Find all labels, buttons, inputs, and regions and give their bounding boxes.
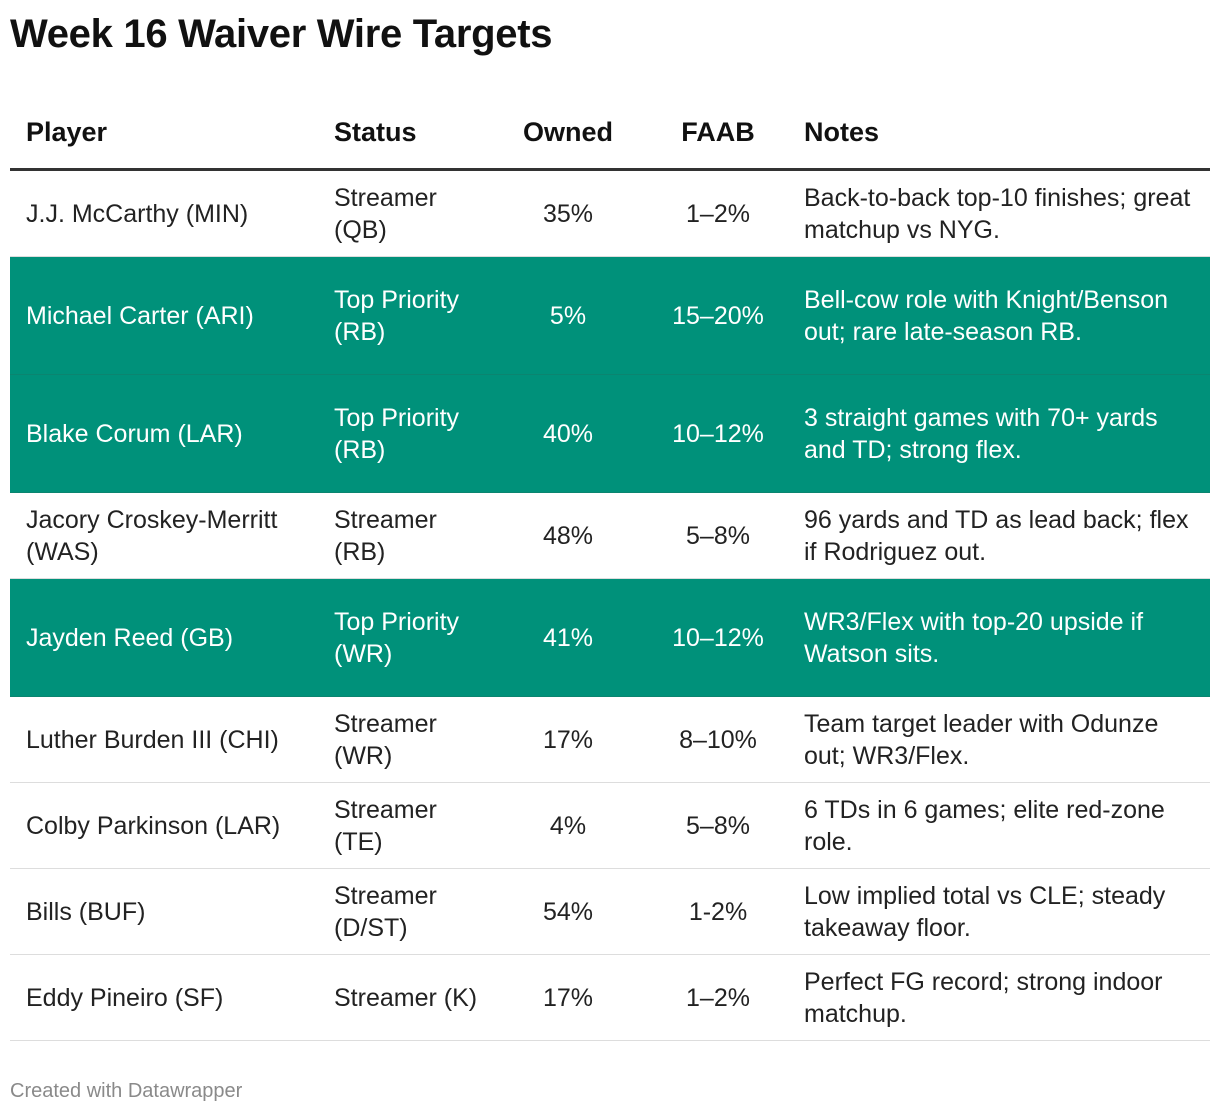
notes-cell: 96 yards and TD as lead back; flex if Ro… [788, 492, 1210, 579]
table-row: Bills (BUF) Streamer (D/ST) 54% 1-2% Low… [10, 868, 1210, 955]
faab-cell: 5–8% [648, 782, 788, 869]
faab-cell: 10–12% [648, 374, 788, 493]
owned-cell: 54% [488, 868, 648, 955]
owned-cell: 35% [488, 169, 648, 257]
owned-cell: 4% [488, 782, 648, 869]
player-cell: Eddy Pineiro (SF) [10, 954, 318, 1041]
waiver-table: Player Status Owned FAAB Notes J.J. McCa… [10, 96, 1210, 1041]
notes-cell: 3 straight games with 70+ yards and TD; … [788, 374, 1210, 493]
faab-cell: 15–20% [648, 256, 788, 375]
faab-cell: 5–8% [648, 492, 788, 579]
player-cell: Blake Corum (LAR) [10, 374, 318, 493]
status-cell: Top Priority (WR) [318, 578, 488, 697]
owned-cell: 17% [488, 954, 648, 1041]
status-cell: Streamer (D/ST) [318, 868, 488, 955]
table-row: Luther Burden III (CHI) Streamer (WR) 17… [10, 696, 1210, 783]
owned-cell: 41% [488, 578, 648, 697]
column-header-owned[interactable]: Owned [488, 96, 648, 171]
player-cell: Michael Carter (ARI) [10, 256, 318, 375]
table-row: J.J. McCarthy (MIN) Streamer (QB) 35% 1–… [10, 169, 1210, 257]
status-cell: Streamer (WR) [318, 696, 488, 783]
column-header-faab[interactable]: FAAB [648, 96, 788, 171]
owned-cell: 5% [488, 256, 648, 375]
notes-cell: Low implied total vs CLE; steady takeawa… [788, 868, 1210, 955]
status-cell: Top Priority (RB) [318, 374, 488, 493]
owned-cell: 40% [488, 374, 648, 493]
notes-cell: Team target leader with Odunze out; WR3/… [788, 696, 1210, 783]
player-cell: Colby Parkinson (LAR) [10, 782, 318, 869]
notes-cell: 6 TDs in 6 games; elite red-zone role. [788, 782, 1210, 869]
page-title: Week 16 Waiver Wire Targets [10, 12, 553, 56]
faab-cell: 10–12% [648, 578, 788, 697]
player-cell: Jacory Croskey-Merritt (WAS) [10, 492, 318, 579]
notes-cell: Perfect FG record; strong indoor matchup… [788, 954, 1210, 1041]
status-cell: Top Priority (RB) [318, 256, 488, 375]
notes-cell: WR3/Flex with top-20 upside if Watson si… [788, 578, 1210, 697]
faab-cell: 1–2% [648, 954, 788, 1041]
status-cell: Streamer (RB) [318, 492, 488, 579]
status-cell: Streamer (K) [318, 954, 488, 1041]
table-row: Jayden Reed (GB) Top Priority (WR) 41% 1… [10, 578, 1210, 697]
owned-cell: 48% [488, 492, 648, 579]
column-header-status[interactable]: Status [318, 96, 488, 171]
faab-cell: 8–10% [648, 696, 788, 783]
player-cell: Luther Burden III (CHI) [10, 696, 318, 783]
faab-cell: 1–2% [648, 169, 788, 257]
table-row: Michael Carter (ARI) Top Priority (RB) 5… [10, 256, 1210, 375]
footer-credit[interactable]: Created with Datawrapper [10, 1080, 243, 1102]
table-row: Eddy Pineiro (SF) Streamer (K) 17% 1–2% … [10, 954, 1210, 1041]
table-header-row: Player Status Owned FAAB Notes [10, 96, 1210, 171]
notes-cell: Bell-cow role with Knight/Benson out; ra… [788, 256, 1210, 375]
player-cell: J.J. McCarthy (MIN) [10, 169, 318, 257]
column-header-notes[interactable]: Notes [788, 96, 1210, 171]
column-header-player[interactable]: Player [10, 96, 318, 171]
status-cell: Streamer (TE) [318, 782, 488, 869]
player-cell: Jayden Reed (GB) [10, 578, 318, 697]
table-row: Colby Parkinson (LAR) Streamer (TE) 4% 5… [10, 782, 1210, 869]
table-row: Jacory Croskey-Merritt (WAS) Streamer (R… [10, 492, 1210, 579]
owned-cell: 17% [488, 696, 648, 783]
player-cell: Bills (BUF) [10, 868, 318, 955]
table-row: Blake Corum (LAR) Top Priority (RB) 40% … [10, 374, 1210, 493]
faab-cell: 1-2% [648, 868, 788, 955]
notes-cell: Back-to-back top-10 finishes; great matc… [788, 169, 1210, 257]
status-cell: Streamer (QB) [318, 169, 488, 257]
